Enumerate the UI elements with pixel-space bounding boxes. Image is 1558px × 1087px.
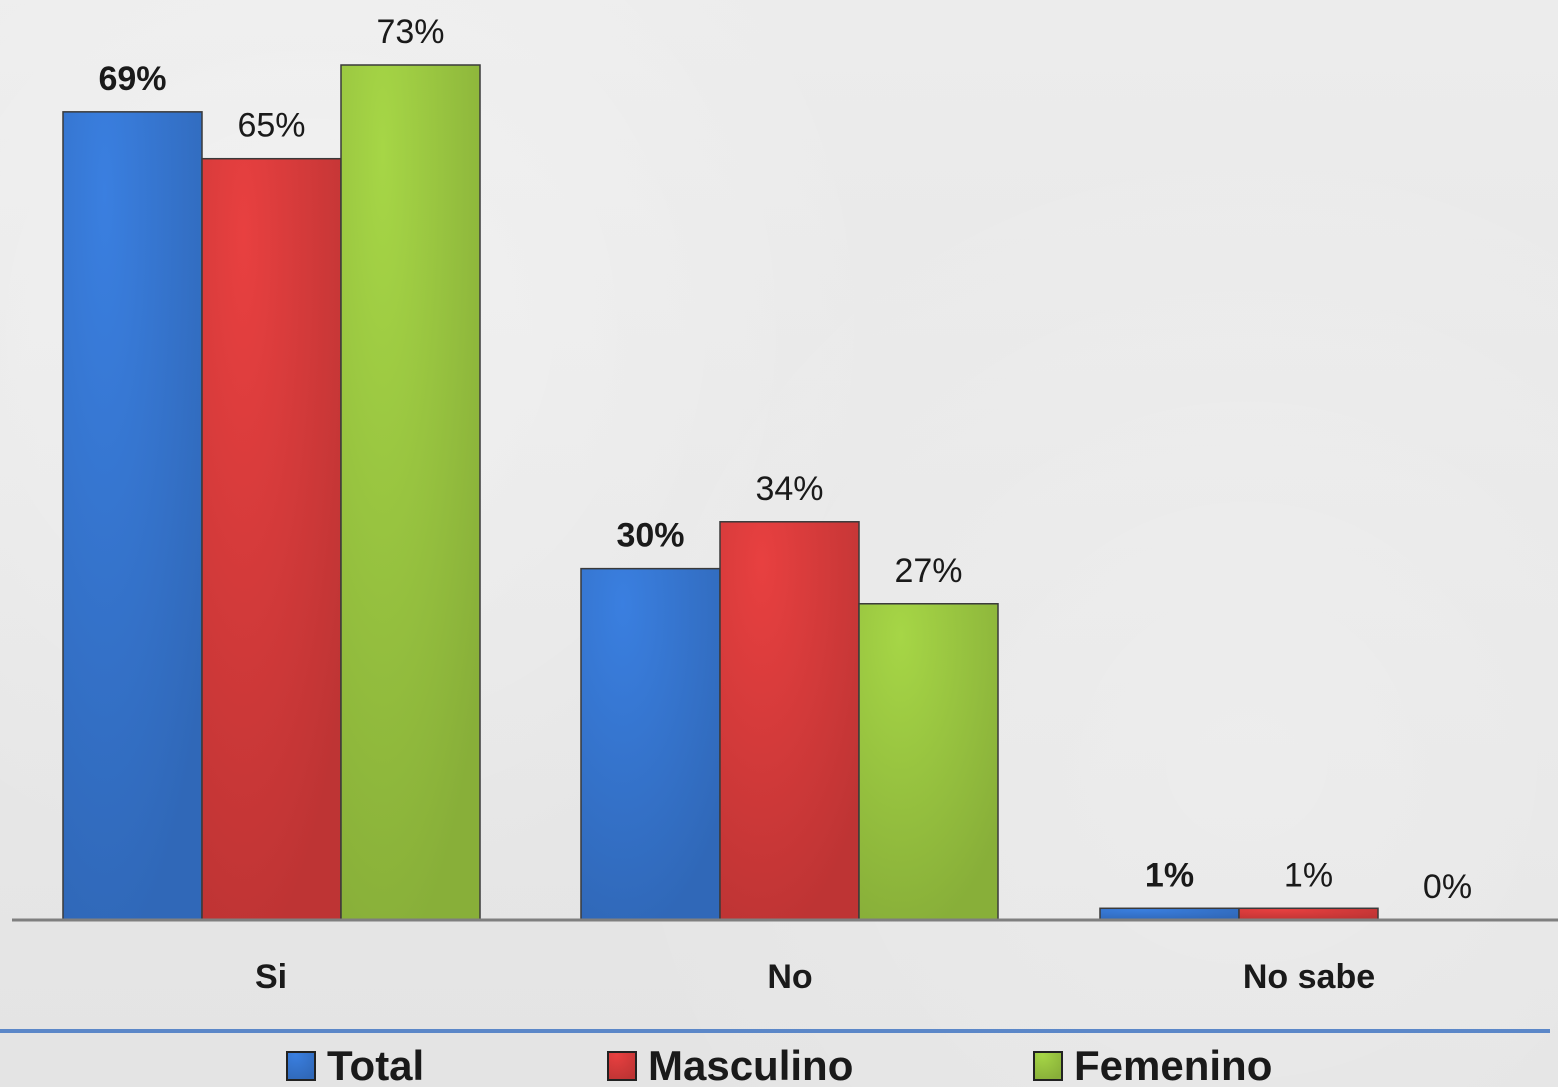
data-labels-layer: 69% 65% 73% 30% 34% 27% 1% 1% 0%: [98, 13, 1472, 906]
data-label: 1%: [1284, 856, 1333, 894]
legend: Total Masculino Femenino: [286, 1042, 1272, 1087]
bar-masculino-no: [719, 521, 860, 921]
category-label: Si: [255, 958, 287, 996]
category-label: No: [767, 958, 812, 996]
legend-label: Femenino: [1074, 1042, 1272, 1087]
legend-swatch: [286, 1051, 316, 1081]
data-label: 30%: [616, 517, 684, 555]
data-label: 65%: [237, 107, 305, 145]
legend-label: Masculino: [648, 1042, 853, 1087]
bar-total-si: [62, 111, 203, 921]
category-label: No sabe: [1243, 958, 1375, 996]
data-label: 73%: [376, 13, 444, 51]
bar-femenino-no: [858, 603, 999, 921]
legend-label: Total: [327, 1042, 424, 1087]
legend-swatch: [1033, 1051, 1063, 1081]
legend-item-femenino: Femenino: [1033, 1042, 1272, 1087]
data-label: 27%: [894, 552, 962, 590]
data-label: 0%: [1423, 868, 1472, 906]
data-label: 34%: [755, 470, 823, 508]
bar-masculino-no-sabe: [1238, 907, 1379, 921]
bar-total-no: [580, 567, 721, 921]
bar-total-no-sabe: [1099, 907, 1240, 921]
data-label: 1%: [1145, 856, 1194, 894]
bars-layer: [62, 64, 1379, 921]
legend-item-masculino: Masculino: [607, 1042, 853, 1087]
legend-item-total: Total: [286, 1042, 424, 1087]
bar-femenino-si: [340, 64, 481, 921]
legend-swatch: [607, 1051, 637, 1081]
data-label: 69%: [98, 60, 166, 98]
category-labels-layer: Si No No sabe: [255, 958, 1375, 996]
bar-masculino-si: [201, 157, 342, 921]
